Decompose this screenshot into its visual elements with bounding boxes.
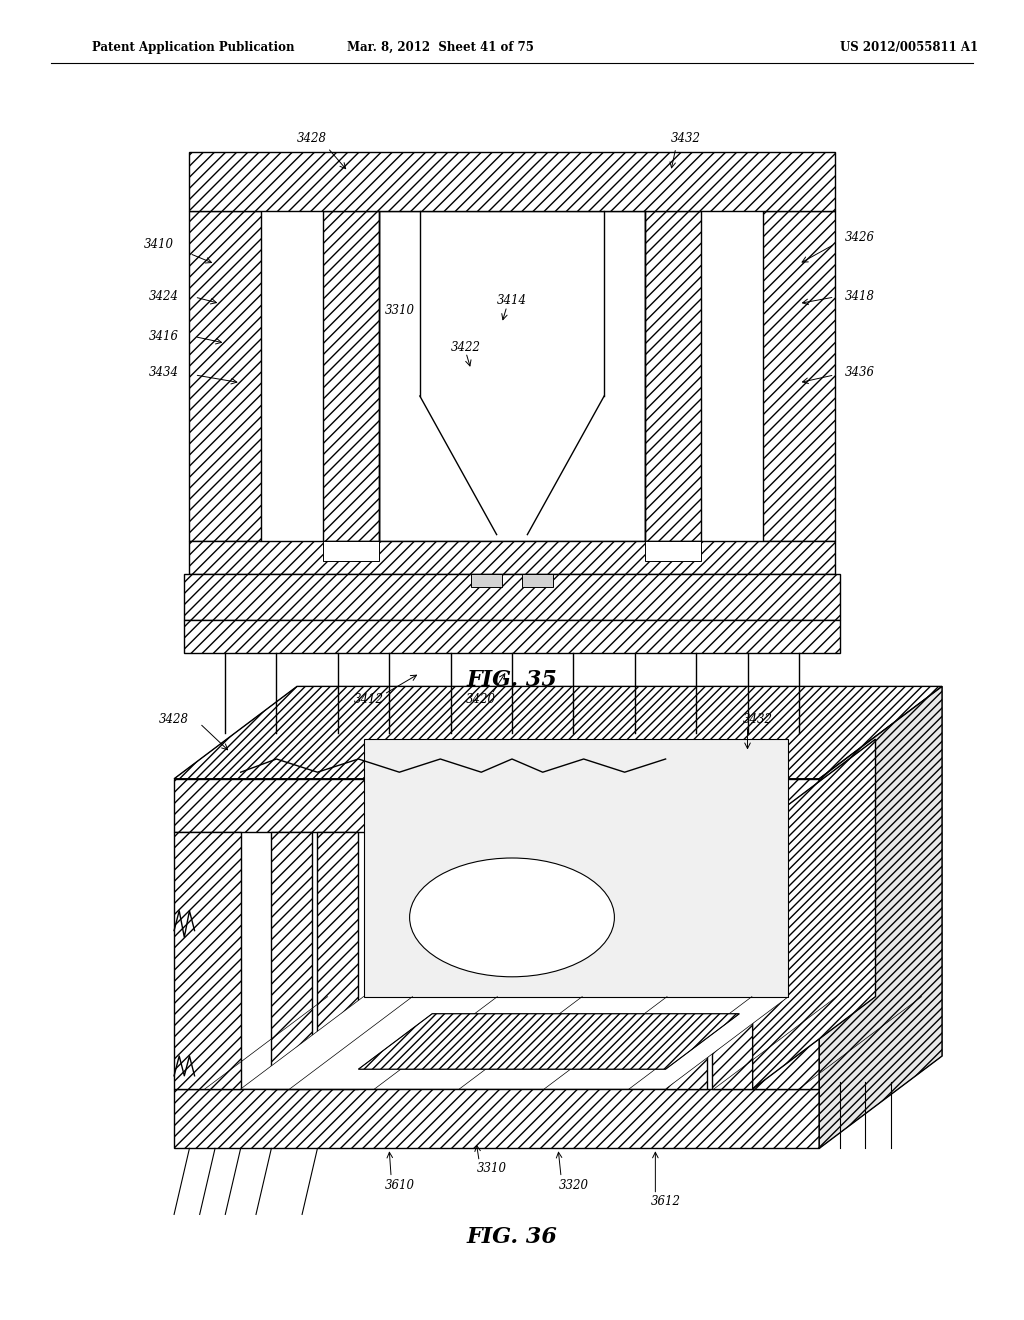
Text: 3310: 3310 — [384, 304, 415, 317]
Bar — [379, 211, 645, 541]
Text: 3426: 3426 — [845, 231, 876, 244]
Text: 3436: 3436 — [845, 366, 876, 379]
Text: 3410: 3410 — [143, 238, 174, 251]
Bar — [174, 1089, 819, 1148]
Bar — [184, 574, 840, 620]
Bar — [317, 832, 358, 1089]
Text: US 2012/0055811 A1: US 2012/0055811 A1 — [840, 41, 978, 54]
Text: 3428: 3428 — [297, 132, 328, 145]
Bar — [763, 211, 835, 541]
Text: 3416: 3416 — [148, 330, 179, 343]
Bar — [712, 832, 753, 1089]
Ellipse shape — [410, 858, 614, 977]
Bar — [522, 574, 553, 587]
Polygon shape — [819, 686, 942, 1148]
Text: Patent Application Publication: Patent Application Publication — [92, 41, 295, 54]
Bar — [645, 211, 701, 541]
Text: 3424: 3424 — [148, 290, 179, 304]
Text: FIG. 36: FIG. 36 — [467, 1226, 557, 1247]
Bar — [174, 832, 241, 1089]
Bar — [471, 574, 502, 587]
Text: FIG. 35: FIG. 35 — [467, 669, 557, 690]
Text: 3432: 3432 — [742, 713, 773, 726]
Bar — [323, 211, 379, 541]
Text: 3610: 3610 — [384, 1179, 415, 1192]
Bar — [666, 832, 707, 1089]
Bar — [323, 541, 379, 561]
Bar — [645, 541, 701, 561]
Bar — [184, 620, 840, 653]
Bar — [189, 211, 261, 541]
Bar — [174, 779, 819, 832]
Text: 3434: 3434 — [148, 366, 179, 379]
Text: 3612: 3612 — [650, 1195, 681, 1208]
Text: 3420: 3420 — [466, 693, 497, 706]
Polygon shape — [174, 686, 942, 779]
Bar — [753, 832, 819, 1089]
Text: Mar. 8, 2012  Sheet 41 of 75: Mar. 8, 2012 Sheet 41 of 75 — [347, 41, 534, 54]
Bar — [189, 541, 835, 574]
Text: 3422: 3422 — [451, 341, 481, 354]
Polygon shape — [358, 1014, 739, 1069]
Polygon shape — [364, 739, 788, 997]
Text: 3414: 3414 — [497, 294, 527, 308]
Text: 3428: 3428 — [159, 713, 189, 726]
Bar — [189, 152, 835, 211]
Text: 3432: 3432 — [671, 132, 701, 145]
Polygon shape — [753, 739, 876, 1089]
Text: 3418: 3418 — [845, 290, 876, 304]
Bar — [271, 832, 312, 1089]
Text: 3412: 3412 — [353, 693, 384, 706]
Text: 3310: 3310 — [476, 1162, 507, 1175]
Text: 3320: 3320 — [558, 1179, 589, 1192]
Polygon shape — [241, 997, 788, 1089]
